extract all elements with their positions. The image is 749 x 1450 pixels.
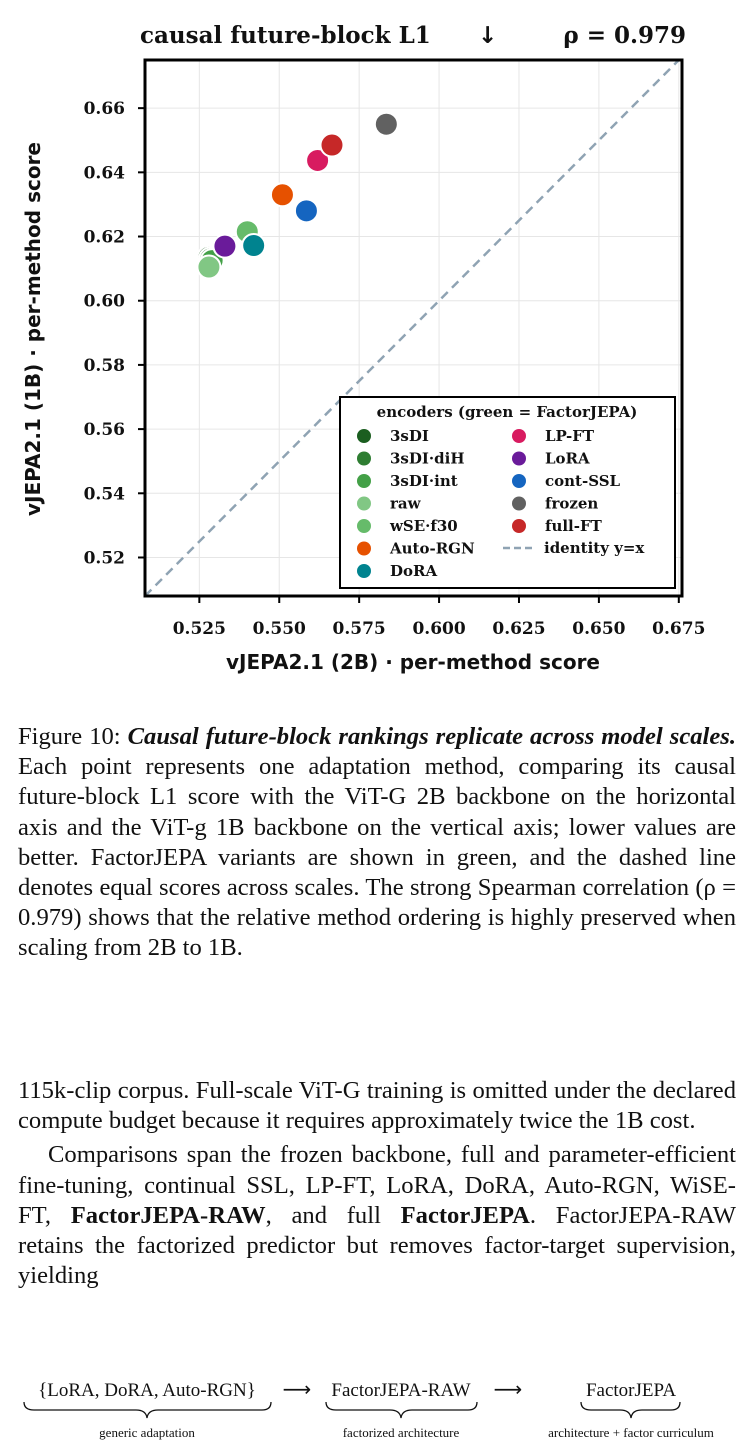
grid [145,60,682,596]
body-text: 115k-clip corpus. Full-scale ViT-G train… [18,1076,736,1291]
figure-caption: Figure 10: Causal future-block rankings … [18,722,736,964]
legend-label: Auto-RGN [389,540,475,558]
legend-right-column: LP-FT LoRA cont-SSL frozen full-FT [512,427,621,535]
rho-label: ρ = 0.979 [563,22,686,49]
legend-title: encoders (green = FactorJEPA) [377,403,638,421]
y-ticks: 0.52 0.54 0.56 0.58 0.60 0.62 0.64 0.66 [84,99,145,568]
x-tick-label: 0.550 [253,619,306,639]
flow-step-2-sub: factorized architecture [343,1425,460,1440]
flow-step-3: FactorJEPA [586,1380,676,1401]
legend: encoders (green = FactorJEPA) 3sDI 3sDI·d… [339,396,676,589]
legend-swatch [357,429,371,443]
x-tick-label: 0.575 [333,619,386,639]
legend-swatch [512,429,526,443]
legend-swatch [357,564,371,578]
x-ticks: 0.525 0.550 0.575 0.600 0.625 0.650 0.675 [173,596,705,639]
y-tick-label: 0.60 [84,292,126,312]
flow-brace-1 [23,1401,272,1419]
legend-swatch [357,541,371,556]
data-points [196,111,399,280]
method-flow-diagram: {LoRA, DoRA, Auto-RGN} generic adaptatio… [23,1377,714,1440]
legend-swatch [357,474,371,488]
legend-label: LoRA [545,450,590,468]
legend-label: cont-SSL [545,472,621,490]
para2-bold-raw: FactorJEPA-RAW [70,1201,266,1229]
legend-label: DoRA [390,562,437,580]
caption-prefix: Figure 10: [18,723,128,750]
para2-text-e: . FactorJEPA-RAW retains the factorized … [18,1201,736,1290]
caption-title: Causal future-block rankings replicate a… [127,723,736,750]
legend-swatch [357,451,371,466]
flow-step-3-sub: architecture + factor curriculum [548,1425,714,1440]
y-tick-label: 0.54 [84,484,126,504]
data-point-auto-rgn [269,182,295,208]
flow-step-2: FactorJEPA-RAW [331,1380,470,1401]
para2-text-a: Comparisons span the frozen backbone, fu… [18,1141,736,1229]
x-tick-label: 0.525 [173,619,226,639]
legend-label: raw [390,495,422,513]
legend-label: 3sDI·diH [390,450,465,468]
paragraph-2: Comparisons span the frozen backbone, fu… [18,1140,736,1291]
y-axis-label: vJEPA2.1 (1B) · per-method score [21,142,45,516]
identity-line [144,59,680,597]
flow-step-1-sub: generic adaptation [99,1425,195,1440]
flow-brace-3 [580,1401,681,1419]
x-tick-label: 0.675 [652,619,705,639]
legend-swatch [357,519,371,533]
data-point-cont-ssl [293,198,319,224]
legend-box [339,396,676,589]
legend-swatch [357,496,371,511]
legend-label: wSE·f30 [389,517,458,535]
legend-label: full-FT [545,517,603,535]
legend-left-column: 3sDI 3sDI·diH 3sDI·int raw wSE·f30 Auto-RGN Do… [357,427,475,580]
y-tick-label: 0.56 [84,420,125,440]
legend-swatch [512,496,526,511]
x-tick-label: 0.625 [492,619,545,639]
x-axis-label: vJEPA2.1 (2B) · per-method score [226,650,600,674]
flow-brace-2 [325,1401,478,1419]
data-point-lora [212,233,238,259]
legend-label: 3sDI [390,427,429,445]
data-point-frozen [373,111,399,137]
legend-swatch [512,451,526,466]
data-point-lp-ft [305,147,331,173]
flow-arrow-2: ⟶ [494,1377,523,1401]
data-point-full-ft [319,132,345,158]
legend-identity-label: identity y=x [544,539,645,557]
y-tick-label: 0.52 [84,548,125,568]
plot-frame [143,58,684,598]
data-point-dora [241,233,267,259]
legend-label: LP-FT [545,427,595,445]
legend-swatch [512,474,526,488]
x-tick-label: 0.650 [572,619,625,639]
chart-title: causal future-block L1 [140,22,431,49]
y-tick-label: 0.66 [84,99,125,119]
caption-text: Each point represents one adaptation met… [18,753,736,962]
y-tick-label: 0.58 [84,356,125,376]
flow-step-1: {LoRA, DoRA, Auto-RGN} [38,1380,256,1401]
legend-label: 3sDI·int [390,472,458,490]
para2-text-c: , and full [265,1201,401,1229]
scatter-chart: 0.525 0.550 0.575 0.600 0.625 0.650 0.675 0.52… [21,22,705,674]
paragraph-1: 115k-clip corpus. Full-scale ViT-G train… [18,1077,736,1135]
data-point-raw [196,254,222,280]
x-tick-label: 0.600 [412,619,465,639]
y-tick-label: 0.64 [84,163,126,183]
legend-label: frozen [545,495,598,513]
flow-arrow-1: ⟶ [283,1377,312,1401]
title-arrow: ↓ [478,23,497,49]
legend-swatch [512,519,526,533]
y-tick-label: 0.62 [84,228,125,248]
para2-bold-factorjepa: FactorJEPA [400,1201,530,1229]
